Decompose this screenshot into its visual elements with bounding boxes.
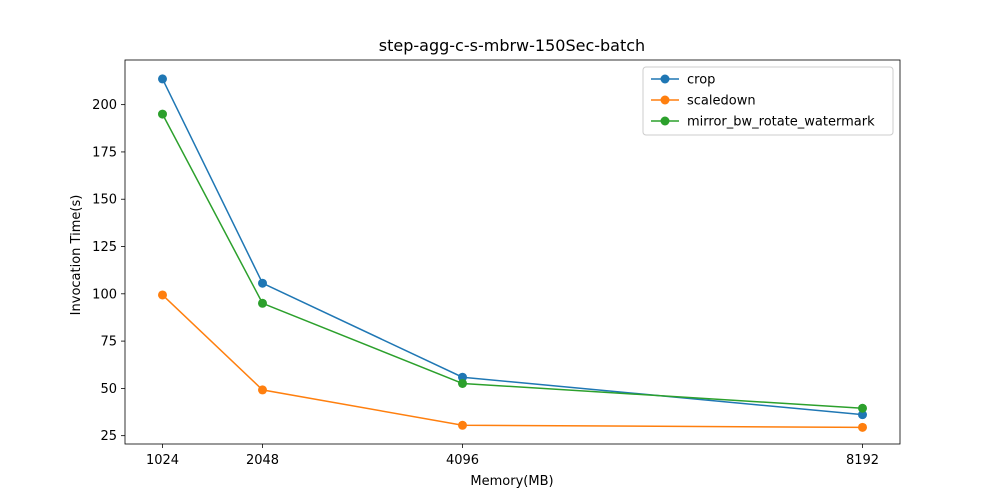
- x-tick-label: 4096: [446, 453, 479, 468]
- y-tick-label: 200: [92, 98, 117, 113]
- x-tick-label: 2048: [246, 453, 279, 468]
- legend-label-0: crop: [687, 73, 715, 88]
- y-axis-label: Invocation Time(s): [69, 195, 84, 316]
- data-point-0-0: [158, 74, 167, 84]
- data-point-2-1: [258, 298, 267, 308]
- x-axis-label: Memory(MB): [470, 474, 553, 489]
- y-tick-label: 150: [92, 193, 117, 208]
- data-point-1-2: [458, 420, 467, 430]
- legend-marker-0: [660, 74, 670, 84]
- series-line-1: [161, 294, 863, 429]
- legend-box: [642, 66, 894, 136]
- data-point-1-0: [158, 290, 167, 300]
- x-tick-label: 1024: [146, 453, 179, 468]
- y-tick-label: 25: [100, 429, 117, 444]
- y-tick-label: 125: [92, 240, 117, 255]
- data-point-0-2: [458, 372, 467, 382]
- x-tick-label: 8192: [846, 453, 879, 468]
- data-point-2-3: [858, 403, 867, 413]
- data-point-2-0: [158, 109, 167, 119]
- legend-label-1: scaledown: [687, 94, 756, 109]
- plot-area: [158, 74, 867, 432]
- data-point-0-1: [258, 278, 267, 288]
- y-tick-label: 100: [92, 287, 117, 302]
- data-point-1-1: [258, 385, 267, 395]
- legend-label-2: mirror_bw_rotate_watermark: [687, 115, 875, 130]
- y-tick-label: 75: [100, 335, 117, 350]
- chart-title: step-agg-c-s-mbrw-150Sec-batch: [379, 36, 645, 55]
- data-point-1-3: [858, 422, 867, 432]
- y-tick-label: 175: [92, 145, 117, 160]
- legend-marker-1: [660, 95, 670, 105]
- data-point-0-3: [858, 410, 867, 420]
- axes: 1024 2048 4096 8192 25 50 75 100 125 150 175 200: [92, 59, 901, 468]
- plot-frame: [124, 59, 901, 445]
- y-tick-label: 50: [100, 382, 117, 397]
- legend-marker-2: [660, 116, 670, 126]
- series-line-2: [161, 113, 863, 409]
- data-point-2-2: [458, 378, 467, 388]
- legend: crop scaledown mirror_bw_rotate_watermark: [642, 66, 894, 136]
